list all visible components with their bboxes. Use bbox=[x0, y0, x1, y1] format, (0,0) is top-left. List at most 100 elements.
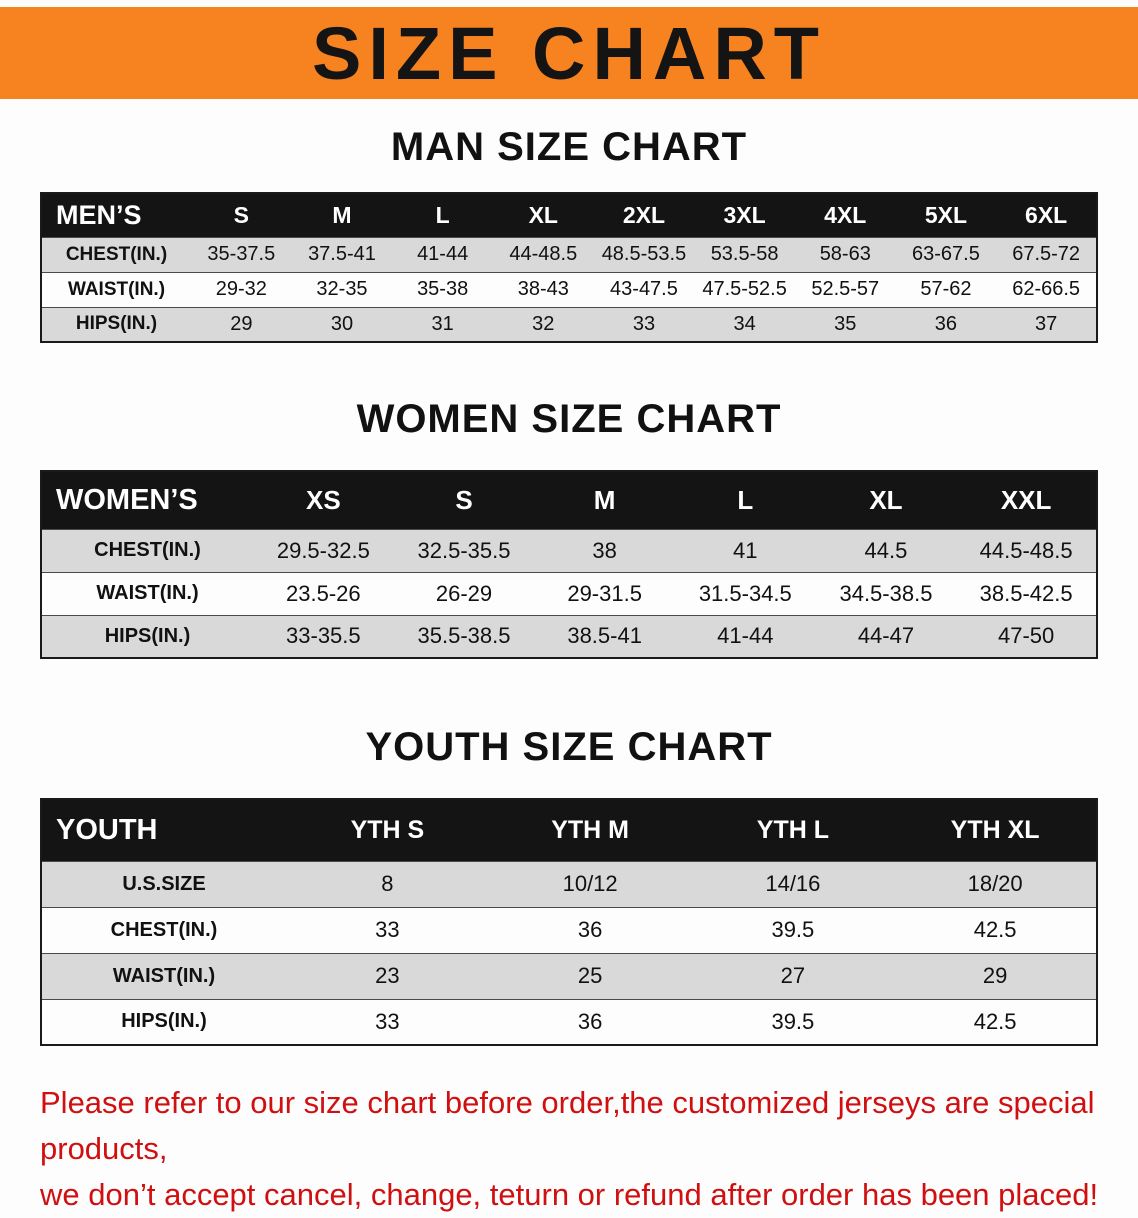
size-value-cell: 47.5-52.5 bbox=[694, 271, 795, 307]
size-value-cell: 27 bbox=[691, 952, 895, 999]
size-value-cell: 35 bbox=[794, 306, 896, 342]
size-value-cell: 44-48.5 bbox=[492, 236, 594, 272]
youth-size-table: YOUTH YTH S YTH M YTH L YTH XL U.S.SIZE 8 10/12… bbox=[40, 798, 1098, 1046]
size-header-cell: S bbox=[393, 471, 535, 529]
disclaimer-line-1: Please refer to our size chart before or… bbox=[40, 1085, 1095, 1166]
size-value-cell: 36 bbox=[488, 998, 692, 1045]
size-value-cell: 35.5-38.5 bbox=[393, 614, 535, 658]
size-value-cell: 41 bbox=[674, 528, 816, 572]
womens-size-table: WOMEN’S XS S M L XL XXL CHEST(IN.) 29.5-32.5 32.5… bbox=[40, 470, 1098, 659]
table-header-row: WOMEN’S XS S M L XL XXL bbox=[41, 471, 1097, 529]
size-header-cell: YTH S bbox=[286, 799, 489, 861]
size-value-cell: 43-47.5 bbox=[593, 271, 695, 307]
size-value-cell: 33 bbox=[286, 998, 489, 1045]
table-title-cell: YOUTH bbox=[41, 799, 286, 861]
size-value-cell: 35-38 bbox=[392, 271, 493, 307]
banner-title: SIZE CHART bbox=[312, 11, 826, 95]
size-value-cell: 67.5-72 bbox=[996, 236, 1097, 272]
size-value-cell: 58-63 bbox=[794, 236, 896, 272]
row-label: U.S.SIZE bbox=[41, 860, 286, 907]
size-header-cell: M bbox=[291, 193, 393, 237]
women-size-chart-heading: WOMEN SIZE CHART bbox=[356, 397, 782, 441]
size-value-cell: 29.5-32.5 bbox=[253, 528, 394, 572]
size-value-cell: 39.5 bbox=[691, 906, 895, 953]
size-header-cell: 3XL bbox=[694, 193, 795, 237]
size-value-cell: 38.5-41 bbox=[534, 614, 675, 658]
size-value-cell: 29 bbox=[894, 952, 1097, 999]
size-value-cell: 26-29 bbox=[393, 571, 535, 615]
size-value-cell: 30 bbox=[291, 306, 393, 342]
size-value-cell: 31.5-34.5 bbox=[674, 571, 816, 615]
row-label: CHEST(IN.) bbox=[41, 236, 191, 272]
size-value-cell: 33-35.5 bbox=[253, 614, 394, 658]
size-value-cell: 62-66.5 bbox=[996, 271, 1097, 307]
row-label: WAIST(IN.) bbox=[41, 271, 191, 307]
size-header-cell: XL bbox=[815, 471, 957, 529]
size-value-cell: 32.5-35.5 bbox=[393, 528, 535, 572]
size-value-cell: 33 bbox=[593, 306, 695, 342]
man-size-chart-heading: MAN SIZE CHART bbox=[390, 125, 748, 169]
size-value-cell: 42.5 bbox=[894, 906, 1097, 953]
size-value-cell: 10/12 bbox=[488, 860, 692, 907]
table-header-row: YOUTH YTH S YTH M YTH L YTH XL bbox=[41, 799, 1097, 861]
row-label: HIPS(IN.) bbox=[41, 998, 286, 1045]
size-value-cell: 35-37.5 bbox=[191, 236, 292, 272]
size-header-cell: YTH L bbox=[691, 799, 895, 861]
size-value-cell: 37.5-41 bbox=[291, 236, 393, 272]
size-value-cell: 52.5-57 bbox=[794, 271, 896, 307]
size-header-cell: 5XL bbox=[895, 193, 997, 237]
size-value-cell: 41-44 bbox=[674, 614, 816, 658]
size-value-cell: 38 bbox=[534, 528, 675, 572]
row-label: WAIST(IN.) bbox=[41, 571, 253, 615]
size-value-cell: 37 bbox=[996, 306, 1097, 342]
measurement-row: HIPS(IN.) 33 36 39.5 42.5 bbox=[41, 998, 1097, 1045]
row-label: CHEST(IN.) bbox=[41, 528, 253, 572]
size-header-cell: XS bbox=[253, 471, 394, 529]
table-title-cell: MEN’S bbox=[41, 193, 191, 237]
size-header-cell: L bbox=[392, 193, 493, 237]
size-header-cell: XXL bbox=[956, 471, 1097, 529]
size-header-cell: S bbox=[191, 193, 292, 237]
size-header-cell: XL bbox=[492, 193, 594, 237]
disclaimer-line-2: we don’t accept cancel, change, teturn o… bbox=[40, 1176, 1099, 1212]
measurement-row: CHEST(IN.) 33 36 39.5 42.5 bbox=[41, 906, 1097, 953]
size-value-cell: 32-35 bbox=[291, 271, 393, 307]
size-value-cell: 25 bbox=[488, 952, 692, 999]
size-value-cell: 48.5-53.5 bbox=[593, 236, 695, 272]
size-chart-banner: SIZE CHART bbox=[0, 7, 1138, 99]
measurement-row: CHEST(IN.) 35-37.5 37.5-41 41-44 44-48.5 48.5… bbox=[41, 236, 1097, 272]
mens-size-table: MEN’S S M L XL 2XL 3XL 4XL 5XL 6XL CHEST(IN.) 35-37… bbox=[40, 192, 1098, 343]
size-header-cell: L bbox=[674, 471, 816, 529]
row-label: HIPS(IN.) bbox=[41, 306, 191, 342]
size-header-cell: YTH XL bbox=[894, 799, 1097, 861]
measurement-row: HIPS(IN.) 33-35.5 35.5-38.5 38.5-41 41-44 44-… bbox=[41, 614, 1097, 658]
size-value-cell: 57-62 bbox=[895, 271, 997, 307]
row-label: WAIST(IN.) bbox=[41, 952, 286, 999]
measurement-row: WAIST(IN.) 23.5-26 26-29 29-31.5 31.5-34.5 34… bbox=[41, 571, 1097, 615]
size-value-cell: 36 bbox=[895, 306, 997, 342]
size-value-cell: 34.5-38.5 bbox=[815, 571, 957, 615]
size-value-cell: 33 bbox=[286, 906, 489, 953]
measurement-row: HIPS(IN.) 29 30 31 32 33 34 35 36 37 bbox=[41, 306, 1097, 342]
size-value-cell: 23.5-26 bbox=[253, 571, 394, 615]
row-label: CHEST(IN.) bbox=[41, 906, 286, 953]
size-value-cell: 44.5 bbox=[815, 528, 957, 572]
size-value-cell: 47-50 bbox=[956, 614, 1097, 658]
youth-size-chart-heading: YOUTH SIZE CHART bbox=[365, 725, 773, 769]
size-value-cell: 14/16 bbox=[691, 860, 895, 907]
size-value-cell: 39.5 bbox=[691, 998, 895, 1045]
measurement-row: WAIST(IN.) 29-32 32-35 35-38 38-43 43-47.5 47.… bbox=[41, 271, 1097, 307]
row-label: HIPS(IN.) bbox=[41, 614, 253, 658]
measurement-row: CHEST(IN.) 29.5-32.5 32.5-35.5 38 41 44.5 44.5… bbox=[41, 528, 1097, 572]
size-value-cell: 29-32 bbox=[191, 271, 292, 307]
size-value-cell: 8 bbox=[286, 860, 489, 907]
size-value-cell: 29 bbox=[191, 306, 292, 342]
size-value-cell: 18/20 bbox=[894, 860, 1097, 907]
size-value-cell: 41-44 bbox=[392, 236, 493, 272]
size-value-cell: 44.5-48.5 bbox=[956, 528, 1097, 572]
size-value-cell: 53.5-58 bbox=[694, 236, 795, 272]
size-value-cell: 31 bbox=[392, 306, 493, 342]
size-value-cell: 38-43 bbox=[492, 271, 594, 307]
size-value-cell: 23 bbox=[286, 952, 489, 999]
size-header-cell: 4XL bbox=[794, 193, 896, 237]
